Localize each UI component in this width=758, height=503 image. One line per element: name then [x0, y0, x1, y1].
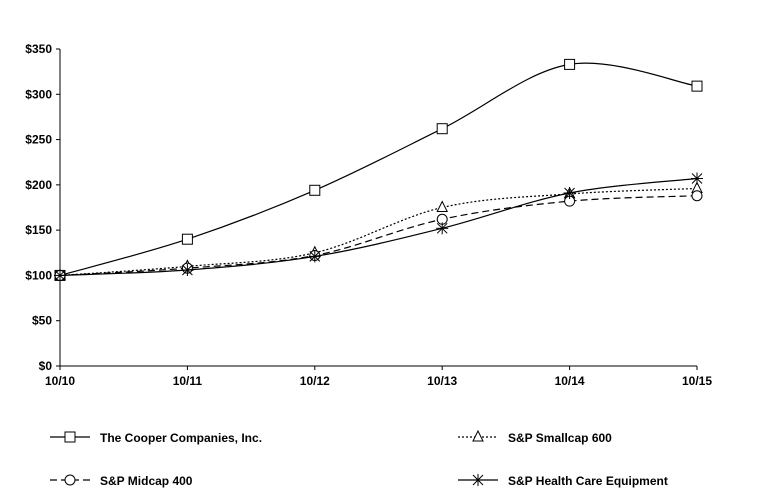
- data-point-shape: [436, 200, 449, 212]
- y-tick-label: $250: [25, 133, 52, 147]
- y-tick-label: $350: [25, 42, 52, 56]
- data-point-shape: [181, 233, 193, 245]
- data-point-shape: [691, 80, 703, 92]
- data-point: [691, 172, 703, 185]
- x-tick-label: 10/11: [173, 374, 203, 388]
- data-point: [563, 187, 576, 200]
- x-tick-label: 10/14: [555, 374, 585, 388]
- legend-marker: [472, 474, 484, 486]
- data-point: [309, 184, 321, 196]
- series-line: [59, 177, 698, 277]
- data-point: [436, 200, 449, 212]
- x-tick-label: 10/13: [427, 374, 457, 388]
- y-tick-label: $50: [32, 314, 52, 328]
- legend-marker: [64, 431, 76, 443]
- legend-label: The Cooper Companies, Inc.: [100, 431, 262, 445]
- legend-label: S&P Smallcap 600: [508, 431, 612, 445]
- legend-marker: [472, 429, 484, 442]
- legend-marker-shape: [64, 431, 76, 443]
- data-point: [181, 263, 194, 276]
- y-tick-label: $200: [25, 178, 52, 192]
- x-tick-label: 10/12: [300, 374, 330, 388]
- series-line: [59, 187, 698, 277]
- data-point-shape: [309, 184, 321, 196]
- data-point: [54, 269, 66, 282]
- legend-label: S&P Midcap 400: [100, 474, 193, 488]
- data-point: [436, 123, 448, 135]
- y-tick-label: $0: [39, 359, 53, 373]
- x-tick-label: 10/15: [682, 374, 712, 388]
- data-point: [691, 80, 703, 92]
- series-line: [59, 62, 698, 277]
- data-point: [308, 250, 321, 263]
- data-point: [564, 58, 576, 70]
- data-point: [691, 190, 703, 202]
- series-line: [59, 195, 698, 277]
- data-point-shape: [436, 123, 448, 135]
- y-tick-label: $100: [25, 268, 52, 282]
- legend-marker-shape: [64, 474, 76, 486]
- y-tick-label: $150: [25, 223, 52, 237]
- legend-marker-shape: [472, 429, 484, 442]
- data-point: [181, 233, 193, 245]
- legend-marker: [64, 474, 76, 486]
- legend-label: S&P Health Care Equipment: [508, 474, 668, 488]
- data-point-shape: [564, 58, 576, 70]
- data-point-shape: [691, 190, 703, 202]
- y-tick-label: $300: [25, 87, 52, 101]
- data-point: [436, 222, 449, 235]
- x-tick-label: 10/10: [45, 374, 75, 388]
